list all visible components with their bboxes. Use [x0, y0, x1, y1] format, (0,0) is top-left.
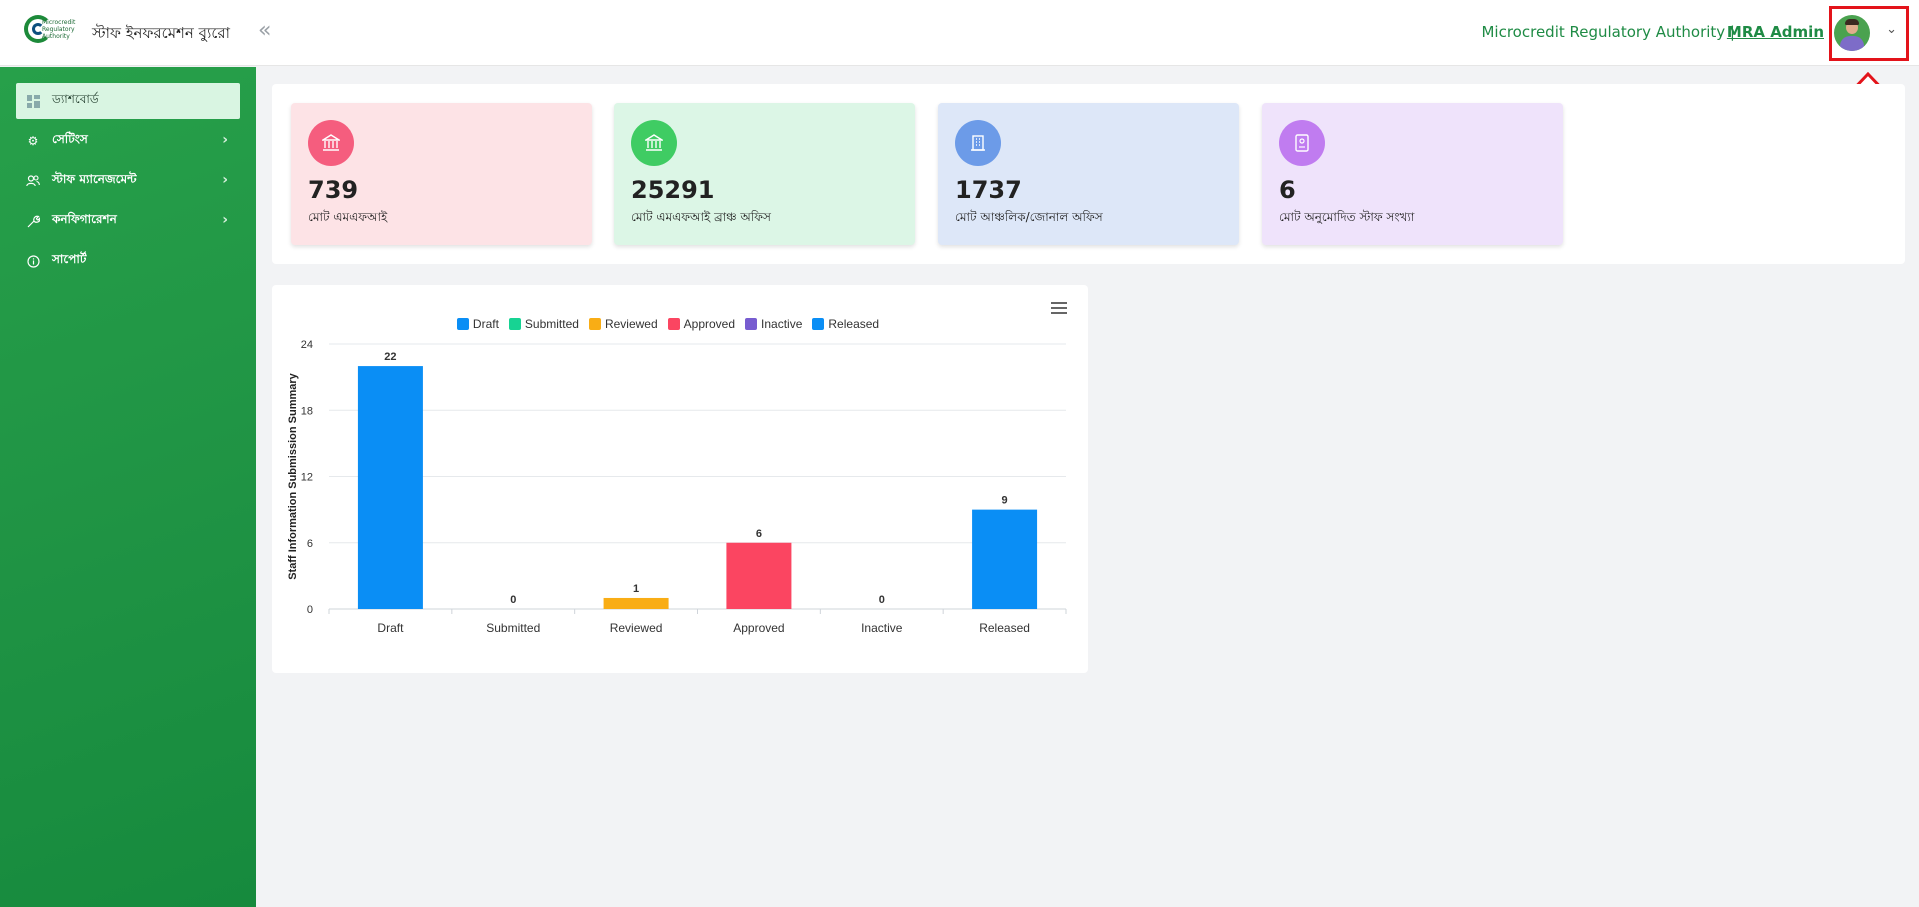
- chart-panel: Draft Submitted Reviewed Approved Inactive Re…: [272, 285, 1088, 673]
- sidebar-item-dashboard[interactable]: ড্যাশবোর্ড: [16, 83, 240, 119]
- chevron-right-icon: ›: [222, 212, 228, 228]
- legend-label: Draft: [472, 317, 499, 331]
- building-icon: [955, 120, 1001, 166]
- stat-label: মোট আঞ্চলিক/জোনাল অফিস: [955, 210, 1103, 224]
- logo-inner-ring: [32, 23, 44, 35]
- y-tick-label: 24: [301, 339, 313, 351]
- chevron-right-icon: ›: [222, 132, 228, 148]
- bar-chart: 0 6 12 18 24 Staff Information Submission Sum…: [287, 339, 1067, 635]
- stat-card-mfi[interactable]: 739 মোট এমএফআই: [291, 103, 592, 245]
- chevron-down-icon[interactable]: ⌄: [1886, 22, 1897, 37]
- x-tick-label: Submitted: [486, 621, 540, 635]
- y-axis-title: Staff Information Submission Summary: [287, 372, 299, 579]
- avatar-body: [1840, 36, 1864, 51]
- sidebar-item-staff-management[interactable]: স্টাফ ম্যানেজমেন্ট ›: [16, 163, 240, 199]
- data-label: 0: [510, 594, 516, 606]
- bar: [972, 509, 1038, 609]
- legend-item[interactable]: Inactive: [745, 317, 802, 331]
- data-label: 9: [1002, 495, 1008, 507]
- user-avatar[interactable]: [1834, 15, 1870, 51]
- sidebar-item-label: সাপোর্ট: [52, 252, 87, 266]
- stat-value: 739: [308, 176, 359, 204]
- sidebar-item-settings[interactable]: ⚙ সেটিংস ›: [16, 123, 240, 159]
- stat-value: 1737: [955, 176, 1022, 204]
- mra-logo[interactable]: Microcredit Regulatory Authority: [24, 15, 75, 49]
- chevron-right-icon: ›: [222, 172, 228, 188]
- stat-card-branch-offices[interactable]: 25291 মোট এমএফআই ব্রাঞ্চ অফিস: [614, 103, 915, 245]
- stat-label: মোট এমএফআই: [308, 210, 388, 224]
- stat-card-zonal-offices[interactable]: 1737 মোট আঞ্চলিক/জোনাল অফিস: [938, 103, 1239, 245]
- legend-item[interactable]: Reviewed: [588, 317, 658, 331]
- double-chevron-left-icon[interactable]: «: [258, 18, 272, 43]
- legend-item[interactable]: Submitted: [508, 317, 579, 331]
- sidebar-item-label: ড্যাশবোর্ড: [52, 92, 99, 106]
- legend-swatch: [508, 318, 521, 330]
- legend-label: Submitted: [524, 317, 579, 331]
- user-name-link[interactable]: MRA Admin: [1726, 23, 1824, 41]
- data-label: 6: [756, 528, 762, 540]
- top-header: Microcredit Regulatory Authority স্টাফ ই…: [0, 0, 1919, 66]
- sidebar-item-label: সেটিংস: [52, 132, 88, 146]
- x-tick-label: Released: [979, 621, 1030, 635]
- legend-label: Inactive: [761, 317, 803, 331]
- highlight-box: [1829, 6, 1909, 61]
- sidebar: ড্যাশবোর্ড ⚙ সেটিংস › স্টাফ ম্যানেজমেন্ট…: [0, 67, 256, 907]
- legend-item[interactable]: Released: [812, 317, 879, 331]
- stats-panel: 739 মোট এমএফআই 25291 মোট এমএফআই ব্রাঞ্চ …: [272, 84, 1905, 264]
- info-icon: [26, 254, 40, 268]
- legend-label: Released: [828, 317, 880, 331]
- legend-item[interactable]: Approved: [667, 317, 736, 331]
- organization-name: Microcredit Regulatory Authority |: [1481, 23, 1735, 41]
- data-label: 22: [384, 351, 396, 363]
- brand-title: স্টাফ ইনফরমেশন ব্যুরো: [92, 24, 230, 42]
- data-label: 1: [633, 583, 639, 595]
- data-label: 0: [879, 594, 885, 606]
- bank-icon: [308, 120, 354, 166]
- legend-label: Reviewed: [604, 317, 658, 331]
- x-tick-label: Inactive: [861, 621, 903, 635]
- wrench-icon: [26, 214, 40, 228]
- y-tick-label: 6: [307, 538, 313, 550]
- sidebar-item-label: কনফিগারেশন: [52, 212, 117, 226]
- legend-item[interactable]: Draft: [456, 317, 499, 331]
- sidebar-item-support[interactable]: সাপোর্ট: [16, 243, 240, 279]
- stat-value: 25291: [631, 176, 715, 204]
- y-tick-label: 12: [301, 472, 313, 484]
- sidebar-item-configuration[interactable]: কনফিগারেশন ›: [16, 203, 240, 239]
- sidebar-item-label: স্টাফ ম্যানেজমেন্ট: [52, 172, 137, 186]
- stat-label: মোট অনুমোদিত স্টাফ সংখ্যা: [1279, 210, 1415, 224]
- logo-ring: [24, 15, 52, 43]
- bar: [357, 366, 423, 609]
- y-tick-label: 18: [301, 405, 313, 417]
- gear-icon: ⚙: [27, 134, 39, 148]
- avatar-hair: [1845, 19, 1859, 25]
- bank-icon: [631, 120, 677, 166]
- users-icon: [26, 174, 40, 188]
- x-tick-label: Reviewed: [610, 621, 663, 635]
- id-card-icon: [1279, 120, 1325, 166]
- legend-label: Approved: [683, 317, 736, 331]
- legend-swatch: [745, 318, 758, 330]
- legend-swatch: [667, 318, 680, 330]
- chart-legend: Draft Submitted Reviewed Approved Inactive Re…: [272, 317, 1088, 331]
- x-tick-label: Draft: [377, 621, 404, 635]
- x-tick-label: Approved: [733, 621, 784, 635]
- legend-swatch: [456, 318, 469, 330]
- stat-label: মোট এমএফআই ব্রাঞ্চ অফিস: [631, 210, 771, 224]
- logo-text: Microcredit Regulatory Authority: [42, 19, 76, 40]
- legend-swatch: [588, 318, 601, 330]
- stat-card-approved-staff[interactable]: 6 মোট অনুমোদিত স্টাফ সংখ্যা: [1262, 103, 1563, 245]
- dashboard-grid-icon: [26, 94, 40, 108]
- bar: [603, 597, 669, 609]
- stat-value: 6: [1279, 176, 1296, 204]
- hamburger-menu-icon[interactable]: [1051, 302, 1067, 314]
- legend-swatch: [812, 318, 825, 330]
- bar: [726, 542, 792, 609]
- y-tick-label: 0: [307, 604, 313, 616]
